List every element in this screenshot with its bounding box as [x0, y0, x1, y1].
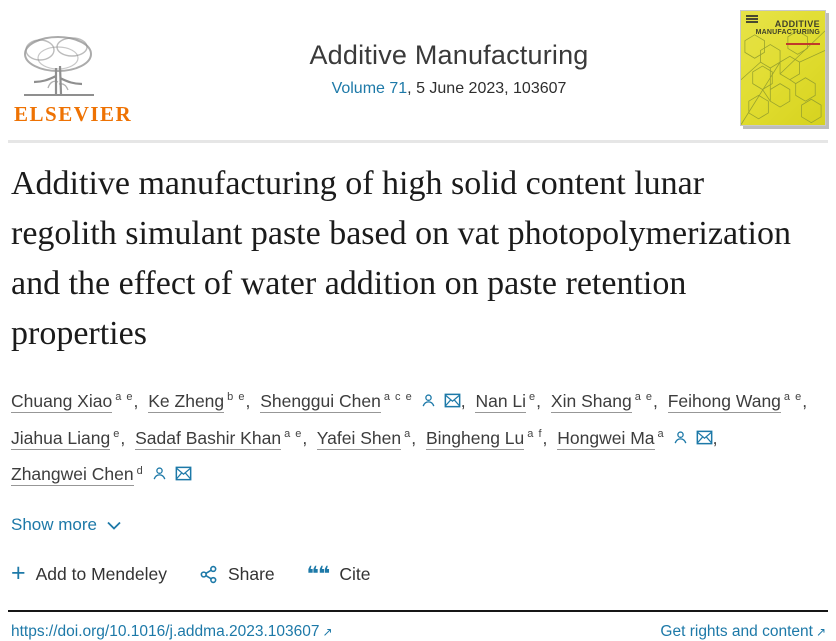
author-link[interactable]: Xin Shang a e — [550, 390, 653, 413]
author-affiliation-sup: e — [529, 391, 537, 403]
journal-title-link[interactable]: Additive Manufacturing — [309, 40, 589, 70]
journal-info: Additive Manufacturing Volume 71, 5 June… — [158, 10, 740, 98]
author-name: Sadaf Bashir Khan — [135, 427, 282, 450]
author-link[interactable]: Nan Li e — [475, 390, 537, 413]
author-affiliation-sup: e — [113, 427, 121, 440]
footer-links-row: https://doi.org/10.1016/j.addma.2023.103… — [8, 612, 828, 641]
author-name: Bingheng Lu — [425, 427, 525, 450]
author-email-icon[interactable] — [444, 393, 461, 408]
volume-link[interactable]: Volume 71 — [331, 80, 408, 97]
journal-banner: ELSEVIER Additive Manufacturing Volume 7… — [8, 0, 828, 140]
author-name: Xin Shang — [550, 390, 632, 413]
author-affiliation-sup: a e — [634, 391, 653, 403]
journal-cover-thumbnail[interactable]: ADDITIVE MANUFACTURING — [740, 10, 826, 126]
add-to-mendeley-button[interactable]: + Add to Mendeley — [11, 559, 167, 588]
author-affiliation-sup: d — [136, 464, 144, 477]
author-list: Chuang Xiao a e, Ke Zheng b e, Shenggui Ch… — [8, 381, 828, 491]
author-separator: , — [536, 390, 542, 411]
author-name: Chuang Xiao — [11, 390, 113, 413]
action-toolbar: + Add to Mendeley Share ❝❝ Cite — [8, 559, 828, 588]
author-affiliation-sup: a e — [783, 391, 803, 403]
doi-link[interactable]: https://doi.org/10.1016/j.addma.2023.103… — [11, 623, 333, 641]
author-profile-icon[interactable] — [151, 466, 168, 481]
author-affiliation-sup: a e — [115, 391, 134, 403]
cover-hexagon-pattern — [741, 30, 825, 125]
author-name: Yafei Shen — [316, 427, 402, 450]
author-separator: , — [120, 427, 126, 448]
plus-icon: + — [11, 559, 26, 588]
author-profile-icon[interactable] — [672, 430, 689, 445]
share-button[interactable]: Share — [199, 564, 275, 585]
author-link[interactable]: Yafei Shen a — [316, 427, 412, 450]
author-separator: , — [302, 427, 308, 448]
author-name: Hongwei Ma — [557, 427, 655, 450]
share-label: Share — [227, 564, 275, 585]
cite-label: Cite — [339, 564, 371, 585]
elsevier-tree-icon — [12, 32, 158, 100]
cover-subtitle-mark — [786, 43, 820, 45]
author-link[interactable]: Ke Zheng b e — [148, 390, 246, 413]
author-separator: , — [652, 390, 658, 411]
author-link[interactable]: Shenggui Chen a c e — [260, 390, 413, 413]
footer-divider — [8, 610, 828, 613]
author-separator: , — [460, 390, 466, 411]
author-separator: , — [802, 390, 808, 411]
author-link[interactable]: Sadaf Bashir Khan a e — [135, 427, 303, 450]
author-link[interactable]: Bingheng Lu a f — [425, 427, 543, 450]
author-affiliation-sup: a — [657, 427, 665, 440]
author-affiliation-sup: b e — [227, 391, 246, 403]
add-to-mendeley-label: Add to Mendeley — [35, 564, 167, 585]
header-divider — [8, 140, 828, 143]
external-link-arrow-icon: ↗ — [815, 625, 826, 640]
author-link[interactable]: Hongwei Ma a — [557, 427, 665, 450]
external-link-arrow-icon: ↗ — [322, 625, 333, 640]
issue-date-text: , 5 June 2023, 103607 — [407, 80, 567, 97]
show-more-button[interactable]: Show more — [8, 515, 121, 535]
journal-issue-line: Volume 71, 5 June 2023, 103607 — [158, 80, 740, 98]
author-affiliation-sup: a c e — [383, 391, 413, 403]
author-link[interactable]: Zhangwei Chen d — [11, 464, 144, 487]
cite-quote-icon: ❝❝ — [306, 562, 331, 587]
chevron-down-icon — [107, 521, 121, 530]
author-affiliation-sup: a e — [284, 427, 303, 440]
author-link[interactable]: Feihong Wang a e — [667, 390, 803, 413]
author-name: Zhangwei Chen — [11, 464, 134, 487]
cover-mini-logo — [746, 15, 758, 24]
show-more-label: Show more — [11, 515, 97, 535]
author-separator: , — [542, 427, 548, 448]
author-name: Nan Li — [475, 390, 527, 413]
author-name: Feihong Wang — [667, 390, 781, 413]
cover-title-line2: MANUFACTURING — [755, 29, 820, 37]
author-name: Shenggui Chen — [260, 390, 381, 413]
author-affiliation-sup: a f — [527, 427, 543, 440]
article-title: Additive manufacturing of high solid con… — [11, 165, 791, 352]
cover-title-line1: ADDITIVE — [774, 19, 820, 29]
author-separator: , — [133, 390, 139, 411]
author-profile-icon[interactable] — [420, 393, 437, 408]
author-separator: , — [245, 390, 251, 411]
author-email-icon[interactable] — [696, 430, 713, 445]
cover-title: ADDITIVE MANUFACTURING — [756, 19, 820, 37]
get-rights-text: Get rights and content — [660, 623, 813, 641]
author-email-icon[interactable] — [175, 466, 192, 481]
author-affiliation-sup: a — [404, 427, 412, 440]
get-rights-link[interactable]: Get rights and content ↗ — [660, 623, 826, 641]
author-link[interactable]: Jiahua Liang e — [11, 427, 121, 450]
cite-button[interactable]: ❝❝ Cite — [307, 564, 371, 585]
author-link[interactable]: Chuang Xiao a e — [11, 390, 134, 413]
share-icon — [199, 565, 218, 584]
elsevier-logo[interactable]: ELSEVIER — [8, 10, 158, 127]
author-name: Jiahua Liang — [11, 427, 111, 450]
author-name: Ke Zheng — [148, 390, 225, 413]
author-separator: , — [411, 427, 417, 448]
doi-text: https://doi.org/10.1016/j.addma.2023.103… — [11, 623, 320, 641]
elsevier-wordmark: ELSEVIER — [14, 102, 133, 126]
author-separator: , — [712, 427, 718, 448]
